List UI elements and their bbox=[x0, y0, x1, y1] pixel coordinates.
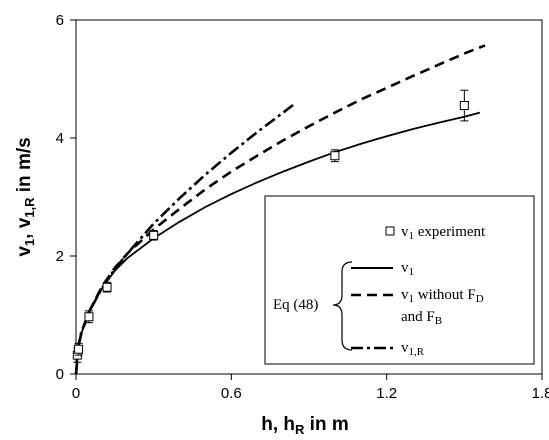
x-axis-title: h, hR in m bbox=[261, 414, 349, 437]
x-tick-label: 1.2 bbox=[376, 385, 397, 402]
legend-experiment-marker bbox=[385, 226, 395, 236]
experiment-marker bbox=[330, 151, 340, 161]
y-tick-label: 4 bbox=[56, 130, 64, 147]
y-axis-title: v1, v1,R in m/s bbox=[14, 137, 37, 256]
experiment-point bbox=[84, 310, 94, 324]
legend-group-label: Eq (48) bbox=[273, 297, 318, 313]
legend-experiment-label: v1 experiment bbox=[401, 224, 486, 242]
experiment-point bbox=[149, 230, 159, 241]
legend-v1-label: v1 bbox=[401, 260, 414, 278]
experiment-point bbox=[330, 149, 340, 163]
x-tick-label: 0.6 bbox=[221, 385, 242, 402]
legend-group-brace bbox=[332, 261, 353, 351]
y-tick-label: 0 bbox=[56, 366, 64, 383]
axis-ticks: 0 0.6 1.2 1.8 0 2 4 6 bbox=[56, 12, 549, 402]
legend: v1 experiment Eq (48) v1 v1 without FD a… bbox=[264, 195, 535, 365]
y-tick-label: 2 bbox=[56, 248, 64, 265]
x-tick-label: 1.8 bbox=[532, 385, 549, 402]
plot-frame bbox=[75, 19, 543, 375]
experiment-point bbox=[74, 342, 84, 356]
x-tick-label: 0 bbox=[72, 385, 80, 402]
series-v1R-line bbox=[74, 101, 297, 375]
curves bbox=[74, 44, 486, 375]
legend-v1-nofd-label-line2: and FB bbox=[401, 309, 442, 327]
experiment-marker bbox=[84, 312, 94, 322]
experiment-points bbox=[72, 89, 469, 363]
legend-v1-nofd-label-line1: v1 without FD bbox=[401, 287, 484, 305]
legend-v1r-label: v1,R bbox=[401, 340, 425, 358]
y-tick-label: 6 bbox=[56, 12, 64, 29]
experiment-marker bbox=[149, 230, 159, 240]
legend-box bbox=[264, 195, 535, 365]
experiment-marker bbox=[74, 344, 84, 354]
experiment-marker bbox=[459, 101, 469, 111]
experiment-marker bbox=[102, 282, 112, 292]
experiment-point bbox=[102, 282, 112, 293]
experiment-point bbox=[459, 89, 469, 122]
